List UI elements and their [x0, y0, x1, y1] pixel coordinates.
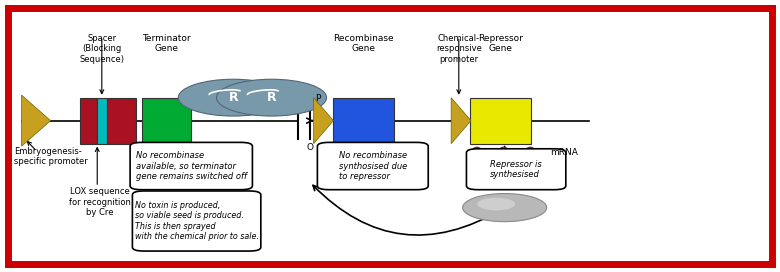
Circle shape — [217, 79, 327, 116]
FancyBboxPatch shape — [466, 149, 566, 190]
Text: Recombinase
Gene: Recombinase Gene — [333, 34, 394, 53]
Polygon shape — [314, 98, 333, 144]
Bar — [470, 98, 531, 144]
Bar — [142, 98, 191, 144]
Text: LOX sequence
for recognition
by Cre: LOX sequence for recognition by Cre — [69, 187, 130, 217]
FancyBboxPatch shape — [133, 191, 261, 251]
Text: Repressor
Gene: Repressor Gene — [478, 34, 523, 53]
Text: Embryogenesis-
specific promoter: Embryogenesis- specific promoter — [14, 147, 87, 166]
Circle shape — [477, 198, 515, 211]
FancyBboxPatch shape — [130, 143, 253, 190]
Bar — [333, 98, 394, 144]
Text: O: O — [307, 143, 314, 152]
Bar — [98, 98, 107, 144]
Polygon shape — [451, 98, 471, 144]
Text: No recombinase
available, so terminator
gene remains switched off: No recombinase available, so terminator … — [136, 151, 246, 181]
Circle shape — [463, 194, 547, 222]
Text: R: R — [267, 91, 276, 104]
Text: Terminator
Gene: Terminator Gene — [143, 34, 191, 53]
Polygon shape — [22, 95, 51, 146]
Text: P: P — [315, 94, 321, 103]
Text: R: R — [229, 91, 238, 104]
Text: mRNA: mRNA — [551, 148, 579, 157]
Circle shape — [179, 79, 289, 116]
Text: No recombinase
synthosised due
to repressor: No recombinase synthosised due to repres… — [339, 151, 407, 181]
Bar — [107, 98, 136, 144]
FancyBboxPatch shape — [317, 143, 428, 190]
Bar — [80, 98, 98, 144]
Text: Chemical-
responsive
promoter: Chemical- responsive promoter — [436, 34, 482, 64]
Text: Repressor is
synthesised: Repressor is synthesised — [491, 160, 542, 179]
Text: Spacer
(Blocking
Sequence): Spacer (Blocking Sequence) — [80, 34, 124, 64]
Text: No toxin is produced,
so viable seed is produced.
This is then sprayed
with the : No toxin is produced, so viable seed is … — [135, 201, 258, 241]
